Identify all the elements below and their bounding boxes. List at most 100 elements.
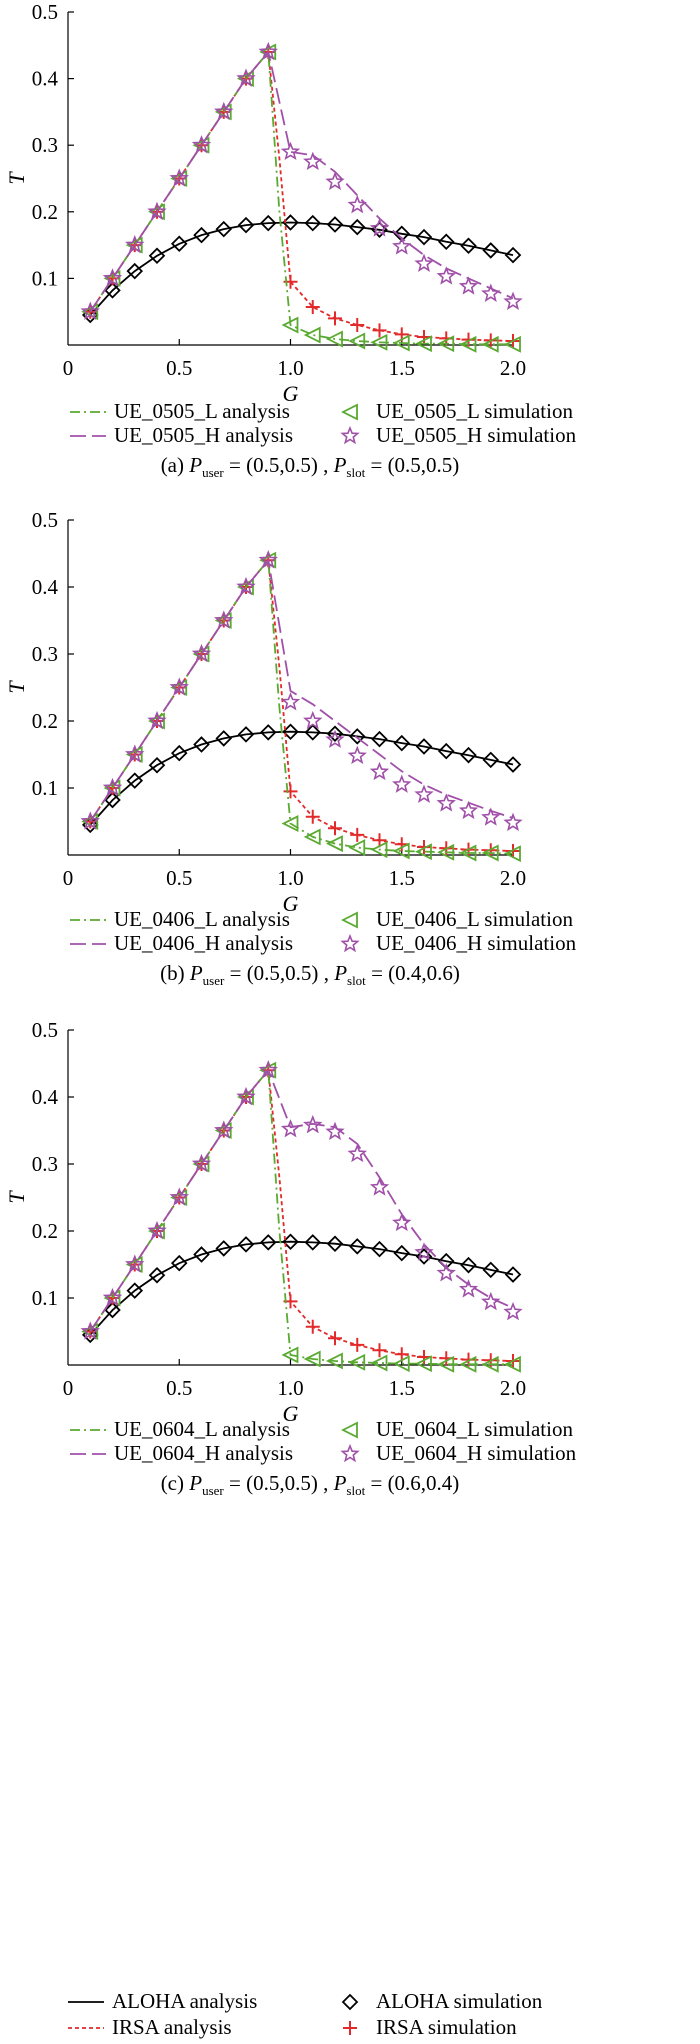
y-axis-label: T: [4, 171, 29, 185]
data-point: [393, 225, 411, 243]
caption-sub: slot: [346, 465, 365, 480]
data-point: [326, 1235, 344, 1253]
data-point: [170, 1254, 188, 1272]
y-tick-label: 0.4: [32, 1085, 59, 1109]
series-ue-0505-h-analysis: [89, 50, 514, 313]
series-aloha-analysis: [89, 221, 514, 316]
x-tick-label: 1.5: [389, 1376, 415, 1400]
data-point: [369, 761, 390, 781]
data-point: [236, 576, 256, 596]
data-point: [326, 725, 344, 743]
data-point: [460, 746, 477, 764]
data-point: [437, 742, 455, 760]
data-point: [304, 724, 322, 741]
series-line: [89, 50, 514, 313]
legend-label: UE_0505_H simulation: [376, 423, 577, 447]
data-point: [503, 812, 523, 832]
caption-eq: =: [224, 961, 246, 985]
chart-panel-1: 0.10.20.30.40.50 0.5 1.0 1.5 2.0TGUE_0406_L …: [4, 508, 577, 988]
series-line: [89, 730, 514, 826]
data-point: [458, 800, 479, 820]
series-aloha-simulation: [81, 214, 522, 324]
data-point: [481, 1291, 501, 1311]
data-point: [414, 1355, 432, 1373]
data-point: [280, 692, 301, 711]
y-tick-label: 0.4: [32, 67, 59, 91]
data-point: [392, 774, 412, 793]
caption-slot-value: (0.4,0.6): [388, 961, 460, 985]
shared-legend: ALOHA analysis ALOHA simulation IRSA analy…: [68, 1989, 543, 2039]
data-point: [436, 1263, 456, 1282]
legend-label: IRSA simulation: [376, 2015, 517, 2039]
data-point: [305, 300, 320, 315]
data-point: [482, 242, 500, 259]
data-point: [348, 1353, 366, 1371]
legend-label: UE_0604_L analysis: [114, 1417, 290, 1441]
series-aloha-simulation: [81, 1233, 522, 1344]
data-point: [414, 843, 432, 861]
data-point: [328, 821, 342, 836]
legend: UE_0505_L analysis UE_0505_L simulationUE…: [70, 399, 577, 447]
legend-marker: [340, 911, 358, 929]
caption-user-value: (0.5,0.5): [246, 453, 318, 477]
caption-sep: ,: [318, 453, 334, 477]
series-line: [89, 49, 513, 346]
data-point: [347, 194, 367, 214]
caption-p: P: [184, 1471, 202, 1495]
caption-eq: =: [365, 1471, 387, 1495]
y-tick-label: 0.3: [32, 642, 58, 666]
data-point: [281, 1346, 299, 1364]
data-point: [350, 318, 365, 333]
data-point: [193, 1246, 210, 1263]
data-point: [437, 335, 455, 353]
data-point: [104, 791, 121, 809]
data-point: [325, 835, 343, 853]
data-point: [258, 41, 278, 61]
data-point: [147, 710, 167, 730]
y-tick-label: 0.3: [32, 1152, 58, 1176]
data-point: [215, 730, 233, 747]
y-tick-label: 0.4: [32, 575, 59, 599]
data-point: [169, 168, 189, 187]
data-point: [237, 216, 255, 234]
data-point: [237, 1236, 255, 1253]
data-point: [481, 844, 499, 862]
data-point: [392, 1212, 412, 1232]
legend-marker: [340, 403, 358, 421]
data-point: [372, 833, 387, 848]
legend: UE_0604_L analysis UE_0604_L simulationUE…: [70, 1417, 577, 1465]
series-aloha-analysis: [89, 730, 514, 826]
legend-label: UE_0406_L simulation: [376, 907, 573, 931]
caption-sub: slot: [346, 1483, 365, 1498]
x-tick-label: 1.0: [277, 866, 303, 890]
data-point: [80, 811, 100, 830]
data-point: [258, 1060, 278, 1079]
data-point: [392, 334, 410, 352]
data-point: [414, 1242, 434, 1261]
data-point: [148, 1266, 166, 1284]
caption-sub: user: [202, 465, 224, 480]
data-point: [459, 1355, 477, 1373]
data-point: [303, 828, 321, 846]
data-point: [347, 745, 367, 765]
data-point: [504, 756, 522, 773]
data-point: [191, 643, 212, 663]
data-point: [372, 1343, 387, 1358]
data-point: [126, 1282, 144, 1299]
chart-panel-0: 0.10.20.30.40.50 0.5 1.0 1.5 2.0TGUE_0505_L …: [4, 0, 577, 480]
x-axis-label: G: [283, 381, 299, 406]
data-point: [369, 218, 390, 237]
caption-user-value: (0.5,0.5): [246, 1471, 318, 1495]
x-tick-label: 2.0: [500, 1376, 526, 1400]
data-point: [125, 234, 145, 254]
data-point: [214, 101, 234, 121]
series-ue-0505-l-simulation: [81, 43, 521, 353]
caption-eq: =: [366, 961, 388, 985]
data-point: [126, 772, 144, 789]
legend-marker: [340, 1421, 358, 1439]
data-point: [305, 809, 320, 824]
data-point: [102, 777, 123, 797]
caption-p: P: [333, 961, 347, 985]
data-point: [328, 311, 342, 326]
